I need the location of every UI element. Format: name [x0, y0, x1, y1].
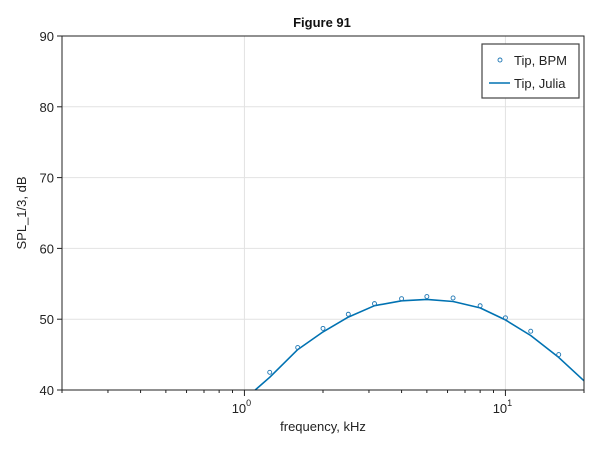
- data-point-bpm: [502, 315, 508, 321]
- y-tick-label: 90: [40, 29, 54, 44]
- legend-box: [481, 43, 580, 99]
- data-point-bpm: [424, 294, 430, 299]
- legend-label-bpm: Tip, BPM: [514, 53, 567, 68]
- data-point-bpm: [556, 352, 562, 358]
- y-tick-label: 50: [40, 312, 54, 327]
- data-point-bpm: [399, 296, 405, 302]
- y-axis-label: SPL_1/3, dB: [14, 177, 29, 250]
- plot-markers: [267, 294, 562, 375]
- x-tick-label-base: 10: [232, 401, 246, 416]
- data-point-bpm: [345, 311, 351, 317]
- data-point-bpm: [267, 369, 273, 375]
- x-tick-label-exponent: 0: [246, 398, 251, 408]
- chart-title: Figure 91: [293, 15, 351, 30]
- y-tick-label: 70: [40, 171, 54, 186]
- data-point-bpm: [295, 345, 301, 350]
- data-point-bpm: [320, 325, 326, 331]
- x-tick-label: 101: [493, 398, 512, 416]
- x-axis-label: frequency, kHz: [280, 419, 366, 434]
- legend: Tip, BPM Tip, Julia: [481, 43, 580, 99]
- x-tick-label-base: 10: [493, 401, 507, 416]
- legend-marker-bpm: [497, 57, 503, 63]
- legend-label-julia: Tip, Julia: [514, 76, 566, 91]
- data-point-bpm: [477, 303, 483, 309]
- y-tick-label: 40: [40, 383, 54, 398]
- plot-lines: [254, 298, 585, 391]
- y-tick-label: 80: [40, 100, 54, 115]
- data-point-bpm: [528, 328, 534, 334]
- axis-ticks: [57, 35, 585, 396]
- y-tick-label: 60: [40, 241, 54, 256]
- series-line-julia: [254, 298, 585, 391]
- data-point-bpm: [450, 295, 456, 301]
- x-tick-label-exponent: 1: [507, 398, 512, 408]
- data-point-bpm: [372, 301, 377, 307]
- x-tick-label: 100: [232, 398, 251, 416]
